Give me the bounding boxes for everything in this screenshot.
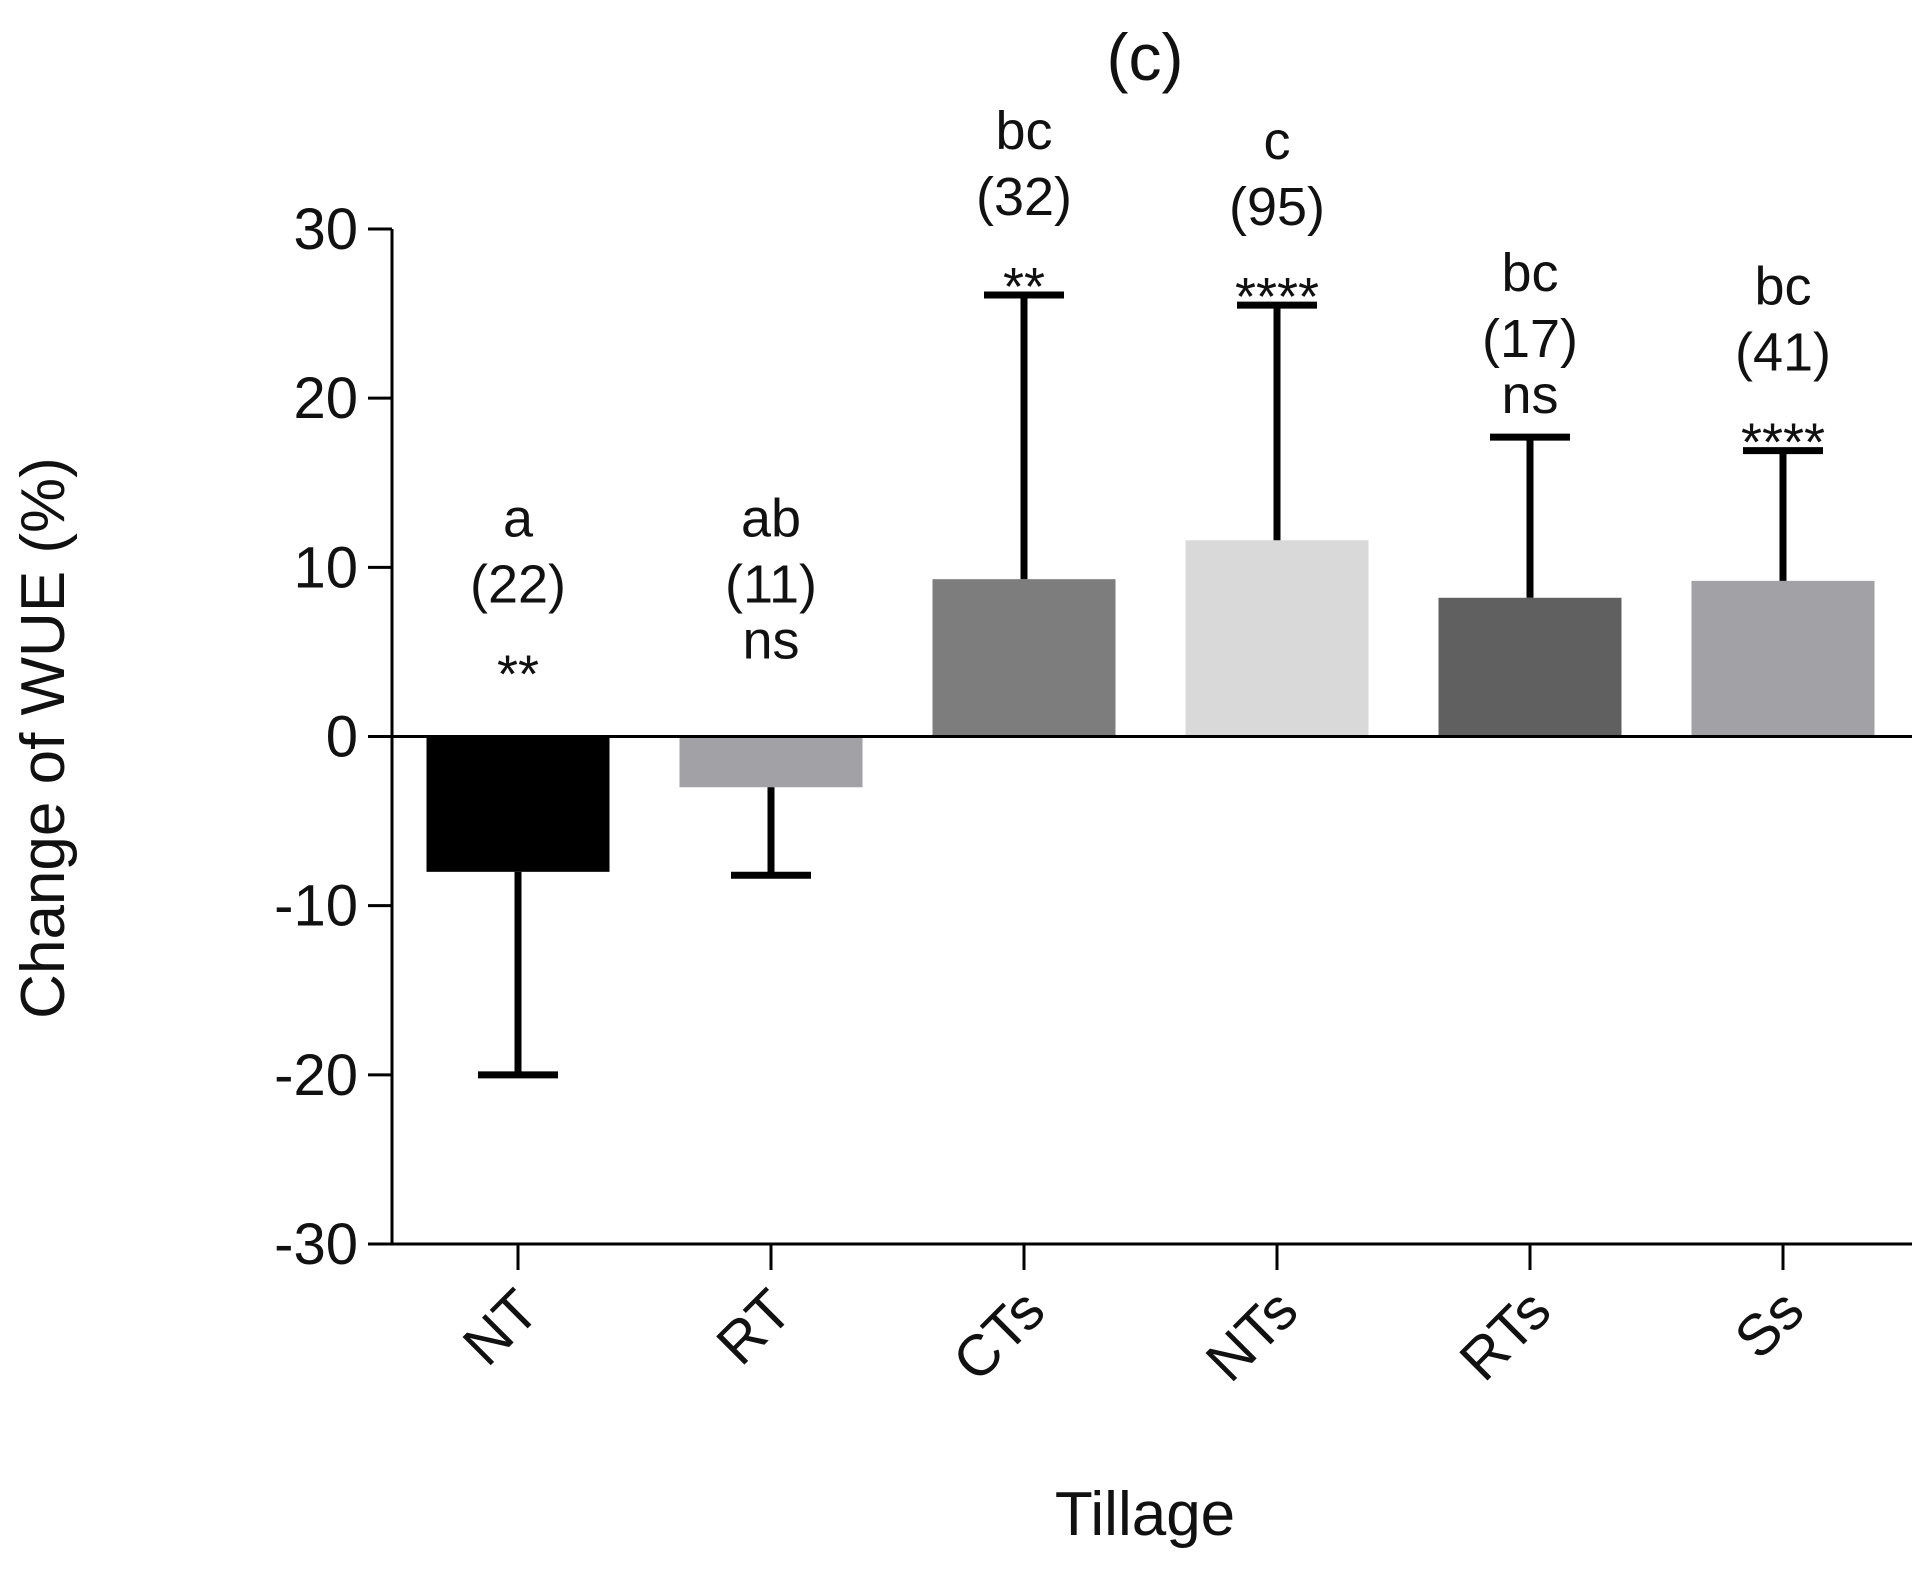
bar-ss — [1691, 580, 1875, 737]
x-tick-label-nts: NTs — [1194, 1277, 1311, 1394]
y-tick-label: -20 — [274, 1043, 358, 1108]
sample-size-label: (22) — [470, 555, 566, 615]
significance-label: ** — [1003, 257, 1045, 317]
bar-rts — [1438, 597, 1622, 737]
group-letter-label: bc — [1754, 257, 1811, 317]
x-tick-label-nt: NT — [451, 1277, 552, 1378]
group-letter-label: bc — [1501, 243, 1558, 303]
sample-size-label: (95) — [1229, 177, 1325, 237]
y-tick-label: 30 — [293, 197, 358, 262]
group-letter-label: ab — [741, 489, 801, 549]
significance-label: **** — [1235, 267, 1319, 327]
bars-layer — [426, 540, 1875, 872]
group-letter-label: c — [1264, 111, 1291, 171]
sample-size-label: (41) — [1735, 323, 1831, 383]
x-tick-label-cts: CTs — [941, 1277, 1058, 1394]
significance-label: ns — [742, 611, 799, 671]
chart-title: (c) — [1107, 20, 1184, 94]
bar-rt — [679, 736, 863, 788]
bar-nt — [426, 736, 610, 872]
annotations-layer: **(22)ans(11)ab**(32)bc****(95)cns(17)bc… — [470, 101, 1831, 705]
x-axis-title: Tillage — [1055, 1480, 1235, 1549]
group-letter-label: bc — [995, 101, 1052, 161]
y-tick-label: -30 — [274, 1212, 358, 1277]
y-tick-label: 20 — [293, 366, 358, 431]
error-bars-layer — [478, 291, 1823, 1079]
y-axis-title: Change of WUE (%) — [9, 457, 78, 1019]
x-tick-label-rt: RT — [704, 1277, 804, 1377]
y-tick-label: 10 — [293, 535, 358, 600]
sample-size-label: (32) — [976, 167, 1072, 227]
x-tick-label-rts: RTs — [1447, 1277, 1563, 1393]
bar-cts — [932, 579, 1116, 737]
bar-nts — [1185, 540, 1369, 737]
y-tick-label: -10 — [274, 874, 358, 939]
y-tick-label: 0 — [326, 705, 358, 770]
sample-size-label: (11) — [725, 555, 817, 615]
x-tick-label-ss: Ss — [1722, 1277, 1816, 1371]
significance-label: ns — [1501, 365, 1558, 425]
group-letter-label: a — [503, 489, 534, 549]
significance-label: **** — [1741, 413, 1825, 473]
sample-size-label: (17) — [1482, 309, 1578, 369]
significance-label: ** — [497, 645, 539, 705]
